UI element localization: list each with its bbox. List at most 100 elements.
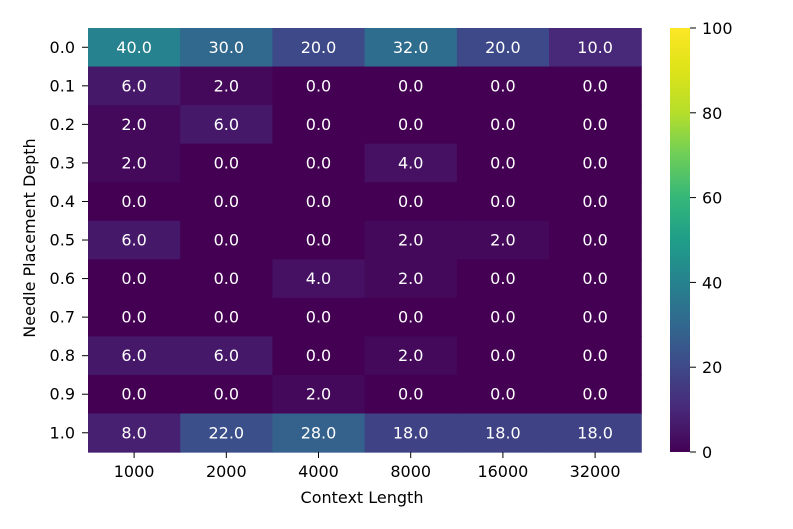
y-tick-label: 0.1: [50, 76, 75, 95]
cell-value-label: 40.0: [116, 38, 152, 57]
cell-value-label: 2.0: [490, 231, 515, 250]
cell-value-label: 0.0: [582, 115, 607, 134]
cell-value-label: 0.0: [306, 192, 331, 211]
heatmap-cell: [456, 259, 550, 299]
x-axis-ticks: 1000 2000 4000 8000 16000 32000: [114, 452, 621, 481]
heatmap-cell: [549, 413, 642, 453]
heatmap-cell: [88, 413, 181, 453]
heatmap-cell: [456, 28, 550, 68]
colorbar-tick-label: 60: [702, 189, 722, 208]
heatmap-cell: [180, 336, 273, 376]
cell-value-label: 0.0: [490, 115, 515, 134]
heatmap-cell: [88, 220, 181, 260]
y-tick-label: 0.4: [50, 192, 75, 211]
heatmap-cell: [272, 105, 366, 145]
x-tick-label: 8000: [390, 462, 431, 481]
heatmap-cell: [364, 143, 458, 183]
y-tick-label: 0.6: [50, 269, 75, 288]
cell-value-label: 0.0: [582, 346, 607, 365]
cell-value-label: 10.0: [577, 38, 613, 57]
heatmap-cell: [272, 336, 366, 376]
cell-value-label: 0.0: [582, 192, 607, 211]
cell-value-label: 0.0: [398, 308, 423, 327]
heatmap-cell: [88, 182, 181, 222]
x-tick-label: 32000: [570, 462, 621, 481]
cell-value-label: 2.0: [214, 76, 239, 95]
cell-value-label: 0.0: [490, 385, 515, 404]
heatmap-cell: [456, 220, 550, 260]
cell-value-label: 2.0: [121, 153, 146, 172]
cell-value-label: 0.0: [582, 308, 607, 327]
cell-value-label: 18.0: [577, 423, 613, 442]
cell-value-label: 0.0: [490, 153, 515, 172]
cell-value-label: 0.0: [214, 153, 239, 172]
heatmap-cell: [180, 28, 273, 68]
heatmap-cell: [549, 374, 642, 415]
heatmap-cell: [549, 220, 642, 260]
y-tick-label: 0.3: [50, 153, 75, 172]
heatmap-cell: [549, 105, 642, 145]
cell-value-label: 0.0: [214, 192, 239, 211]
heatmap-cell: [88, 143, 181, 183]
cell-value-label: 8.0: [121, 423, 146, 442]
heatmap-cell: [272, 374, 366, 415]
cell-value-label: 0.0: [214, 308, 239, 327]
cell-value-label: 0.0: [582, 269, 607, 288]
heatmap-cell: [272, 28, 366, 68]
heatmap-cell: [364, 66, 458, 106]
cell-value-label: 6.0: [121, 76, 146, 95]
colorbar-tick-label: 0: [702, 443, 712, 462]
y-tick-label: 0.5: [50, 231, 75, 250]
cell-value-label: 20.0: [301, 38, 337, 57]
cell-value-label: 6.0: [214, 115, 239, 134]
y-tick-label: 0.9: [50, 385, 75, 404]
x-tick-label: 2000: [206, 462, 247, 481]
colorbar-tick-label: 80: [702, 104, 722, 123]
x-tick-label: 16000: [477, 462, 528, 481]
x-tick-label: 4000: [298, 462, 339, 481]
heatmap-cell: [364, 182, 458, 222]
cell-value-label: 28.0: [301, 423, 337, 442]
cell-value-label: 6.0: [214, 346, 239, 365]
cell-value-label: 0.0: [306, 76, 331, 95]
heatmap-cell: [272, 182, 366, 222]
heatmap-cell-labels: 40.0 30.0 20.0 32.0 20.0 10.0 6.0 2.0 0.0 0.0 0.0 0…: [116, 38, 613, 442]
heatmap-cell: [364, 374, 458, 415]
heatmap-cell: [549, 297, 642, 337]
heatmap-cell: [88, 28, 181, 68]
heatmap-cell: [180, 66, 273, 106]
cell-value-label: 20.0: [485, 38, 521, 57]
heatmap-cell: [180, 297, 273, 337]
heatmap-cell: [180, 374, 273, 415]
cell-value-label: 0.0: [214, 385, 239, 404]
heatmap-cell: [272, 297, 366, 337]
cell-value-label: 18.0: [485, 423, 521, 442]
cell-value-label: 2.0: [306, 385, 331, 404]
cell-value-label: 0.0: [490, 346, 515, 365]
colorbar-ticks: 0 20 40 60 80 100: [690, 19, 733, 462]
heatmap-cell: [180, 143, 273, 183]
y-tick-label: 0.2: [50, 115, 75, 134]
heatmap-cell: [180, 220, 273, 260]
y-tick-label: 0.8: [50, 346, 75, 365]
heatmap-cell: [88, 66, 181, 106]
heatmap-cell: [364, 297, 458, 337]
cell-value-label: 0.0: [398, 192, 423, 211]
cell-value-label: 0.0: [121, 192, 146, 211]
heatmap-cell: [549, 28, 642, 68]
cell-value-label: 0.0: [306, 231, 331, 250]
heatmap-cell: [364, 28, 458, 68]
cell-value-label: 0.0: [214, 231, 239, 250]
cell-value-label: 2.0: [121, 115, 146, 134]
heatmap-cell: [272, 143, 366, 183]
y-tick-label: 0.0: [50, 38, 75, 57]
heatmap-cell: [180, 413, 273, 453]
cell-value-label: 30.0: [208, 38, 244, 57]
cell-value-label: 0.0: [490, 269, 515, 288]
colorbar-tick-label: 100: [702, 19, 733, 38]
cell-value-label: 0.0: [398, 385, 423, 404]
cell-value-label: 2.0: [398, 231, 423, 250]
cell-value-label: 0.0: [121, 308, 146, 327]
cell-value-label: 0.0: [490, 192, 515, 211]
